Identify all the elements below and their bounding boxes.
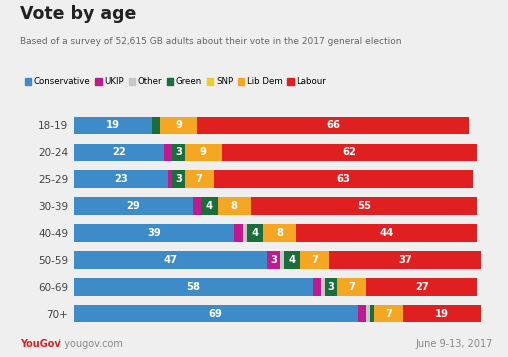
Text: 27: 27 xyxy=(415,282,429,292)
Text: 3: 3 xyxy=(328,282,334,292)
Bar xyxy=(173,171,185,188)
Text: 29: 29 xyxy=(126,201,140,211)
Bar xyxy=(312,278,321,296)
Text: 3: 3 xyxy=(175,174,182,184)
Bar xyxy=(74,197,193,215)
Bar xyxy=(300,251,329,268)
Bar xyxy=(329,251,482,268)
Bar xyxy=(267,251,279,268)
Bar xyxy=(234,224,242,242)
Text: 19: 19 xyxy=(106,120,120,130)
Text: Based of a survey of 52,615 GB adults about their vote in the 2017 general elect: Based of a survey of 52,615 GB adults ab… xyxy=(20,37,402,46)
Text: 19: 19 xyxy=(435,309,449,319)
Text: 8: 8 xyxy=(231,201,238,211)
Text: 62: 62 xyxy=(342,147,357,157)
Text: 7: 7 xyxy=(385,309,392,319)
Text: 4: 4 xyxy=(289,255,296,265)
Bar xyxy=(246,224,263,242)
Text: 4: 4 xyxy=(206,201,213,211)
Bar xyxy=(74,144,164,161)
Bar xyxy=(403,305,482,322)
Text: 7: 7 xyxy=(348,282,355,292)
Bar xyxy=(321,278,325,296)
Bar xyxy=(197,117,469,134)
Text: 55: 55 xyxy=(357,201,371,211)
Bar xyxy=(74,171,168,188)
Text: 58: 58 xyxy=(186,282,200,292)
Text: 44: 44 xyxy=(379,228,394,238)
Bar xyxy=(263,224,296,242)
Text: YouGov: YouGov xyxy=(20,339,61,349)
Bar xyxy=(283,251,300,268)
Bar xyxy=(242,224,246,242)
Text: 69: 69 xyxy=(209,309,223,319)
Bar xyxy=(193,197,201,215)
Bar xyxy=(173,144,185,161)
Bar xyxy=(152,117,160,134)
Bar xyxy=(201,197,218,215)
Text: ’ yougov.com: ’ yougov.com xyxy=(58,339,123,349)
Bar xyxy=(160,117,197,134)
Bar xyxy=(74,224,234,242)
Bar xyxy=(325,278,337,296)
Text: 23: 23 xyxy=(114,174,128,184)
Bar xyxy=(358,305,366,322)
Bar xyxy=(370,305,374,322)
Text: June 9-13, 2017: June 9-13, 2017 xyxy=(416,339,493,349)
Bar xyxy=(374,305,403,322)
Text: 4: 4 xyxy=(251,228,259,238)
Bar xyxy=(296,224,477,242)
Text: 8: 8 xyxy=(276,228,283,238)
Bar xyxy=(164,144,173,161)
Bar xyxy=(185,171,214,188)
Text: 66: 66 xyxy=(326,120,340,130)
Bar xyxy=(74,251,267,268)
Text: 9: 9 xyxy=(200,147,207,157)
Bar xyxy=(74,117,152,134)
Text: 3: 3 xyxy=(175,147,182,157)
Bar xyxy=(366,278,477,296)
Legend: Conservative, UKIP, Other, Green, SNP, Lib Dem, Labour: Conservative, UKIP, Other, Green, SNP, L… xyxy=(24,77,326,86)
Text: 37: 37 xyxy=(398,255,412,265)
Text: Vote by age: Vote by age xyxy=(20,5,137,23)
Bar xyxy=(251,197,477,215)
Text: 39: 39 xyxy=(147,228,161,238)
Bar xyxy=(222,144,477,161)
Bar xyxy=(279,251,283,268)
Text: 7: 7 xyxy=(196,174,203,184)
Bar xyxy=(168,171,173,188)
Bar xyxy=(74,278,312,296)
Text: 9: 9 xyxy=(175,120,182,130)
Bar xyxy=(218,197,251,215)
Text: 63: 63 xyxy=(336,174,351,184)
Bar xyxy=(185,144,222,161)
Text: 3: 3 xyxy=(270,255,277,265)
Text: 22: 22 xyxy=(112,147,126,157)
Bar xyxy=(214,171,473,188)
Text: 7: 7 xyxy=(311,255,318,265)
Text: 47: 47 xyxy=(164,255,177,265)
Bar xyxy=(366,305,370,322)
Bar xyxy=(337,278,366,296)
Bar xyxy=(74,305,358,322)
